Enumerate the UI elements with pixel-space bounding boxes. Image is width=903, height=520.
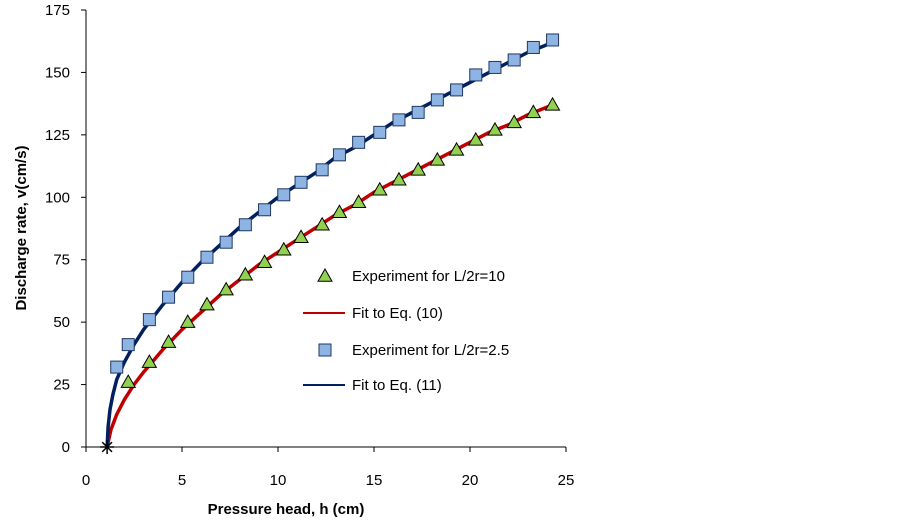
square-marker [332,148,346,162]
square-marker [392,113,406,127]
x-tick-label: 25 [558,472,575,489]
triangle-marker [293,229,309,243]
triangle-marker [179,314,196,328]
square-marker [507,53,521,67]
square-marker [373,125,387,139]
square-marker [277,188,291,202]
y-tick-label: 125 [45,127,70,144]
x-tick-label: 10 [270,472,287,489]
y-tick-label: 0 [62,439,70,456]
legend-label: Fit to Eq. (11) [352,377,442,394]
legend-item: Experiment for L/2r=2.5 [318,342,509,359]
triangle-marker [410,161,427,176]
y-tick-label: 75 [53,252,70,269]
triangle-marker [314,216,331,231]
legend-label: Experiment for L/2r=10 [352,268,505,285]
triangle-marker [391,171,407,186]
triangle-marker [141,354,158,368]
legend-label: Experiment for L/2r=2.5 [352,342,509,359]
square-marker [411,105,425,119]
triangle-marker [120,374,137,388]
triangle-marker [237,266,254,281]
square-marker [238,218,252,232]
triangle-marker [331,204,348,219]
x-tick-label: 0 [82,472,90,489]
y-tick-label: 150 [45,64,70,81]
triangle-marker [275,241,292,256]
triangle-marker [160,334,177,348]
square-marker [142,313,156,327]
triangle-marker [256,254,273,268]
axes: 0 5 10 15 20 25 0 25 50 75 100 125 150 175 [45,2,574,489]
square-marker [488,60,502,74]
square-marker [162,290,176,304]
triangle-marker [506,114,523,129]
legend-label: Fit to Eq. (10) [352,305,443,322]
square-marker [469,68,483,82]
square-marker [526,40,540,54]
data-markers [100,33,561,454]
square-marker [315,163,329,177]
x-axis-title: Pressure head, h (cm) [208,501,365,518]
square-marker [200,250,214,264]
triangle-marker [525,104,542,119]
square-marker [219,235,233,249]
square-marker [121,338,135,352]
triangle-marker [487,121,503,136]
triangle-marker [544,96,561,111]
square-marker [258,203,272,217]
y-tick-label: 50 [53,314,70,331]
square-marker [110,360,124,374]
x-tick-label: 15 [366,472,383,489]
y-axis-title: Discharge rate, v(cm/s) [13,145,30,310]
square-marker [546,33,560,47]
square-marker [181,270,195,284]
square-marker [450,83,464,97]
triangle-marker [448,141,465,156]
triangle-marker [467,131,484,146]
triangle-marker [371,181,388,196]
legend-triangle-swatch [317,267,333,282]
series-line [105,40,555,449]
legend-item: Fit to Eq. (10) [303,305,443,322]
triangle-marker [218,281,235,296]
triangle-marker [199,296,215,311]
x-tick-label: 5 [178,472,186,489]
origin-asterisk-marker [100,440,115,454]
x-tick-label: 20 [462,472,479,489]
legend-item: Fit to Eq. (11) [303,377,442,394]
legend-item: Experiment for L/2r=10 [317,267,505,285]
square-marker [430,93,444,107]
square-marker [352,135,366,149]
legend-square-swatch [318,343,332,357]
fit-lines [105,40,555,449]
square-marker [294,175,308,189]
y-tick-label: 100 [45,189,70,206]
legend: Experiment for L/2r=10 Fit to Eq. (10) Exp… [303,267,509,394]
triangle-marker [350,194,367,209]
triangle-marker [429,151,446,166]
y-tick-label: 25 [53,377,70,394]
y-tick-label: 175 [45,2,70,19]
